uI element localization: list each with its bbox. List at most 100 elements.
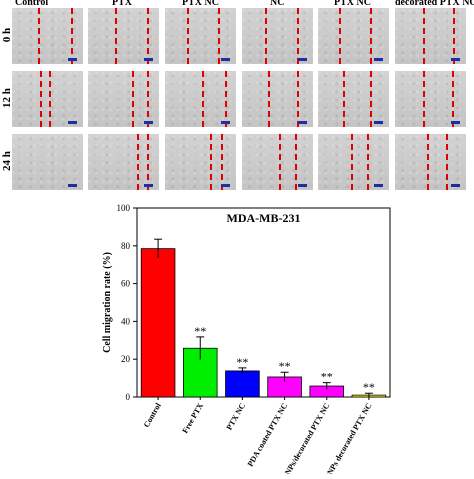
micrograph-panel <box>242 71 313 127</box>
scale-bar <box>374 184 383 187</box>
wound-edge-line <box>427 134 429 190</box>
wound-edge-line <box>423 71 425 127</box>
y-tick-label: 0 <box>126 392 131 402</box>
scale-bar <box>68 184 77 187</box>
scale-bar <box>298 184 307 187</box>
micrograph-panel <box>242 8 313 64</box>
wound-edge-line <box>452 71 454 127</box>
wound-edge-line <box>295 134 297 190</box>
significance-label: ** <box>236 355 248 369</box>
x-tick-label: AgNPs decorated PTX NC <box>320 401 373 474</box>
wound-edge-line <box>268 71 270 127</box>
wound-edge-line <box>40 71 42 127</box>
micrograph-panel <box>395 8 466 64</box>
micrograph-panel <box>12 71 83 127</box>
wound-edge-line <box>423 8 425 64</box>
wound-edge-line <box>297 71 299 127</box>
wound-edge-line <box>343 71 345 127</box>
scale-bar <box>221 121 230 124</box>
scale-bar <box>298 121 307 124</box>
y-tick-label: 60 <box>121 279 131 289</box>
scale-bar <box>144 184 153 187</box>
scale-bar <box>68 58 77 61</box>
micrograph-panel <box>165 71 236 127</box>
wound-edge-line <box>115 8 117 64</box>
micrograph-panel <box>12 134 83 190</box>
wound-edge-line <box>202 71 204 127</box>
wound-edge-line <box>225 71 227 127</box>
wound-edge-line <box>351 134 353 190</box>
scale-bar <box>221 58 230 61</box>
wound-edge-line <box>147 71 149 127</box>
micrograph-panel <box>88 71 159 127</box>
micrograph-panel <box>318 134 389 190</box>
wound-edge-line <box>147 134 149 190</box>
scale-bar <box>68 121 77 124</box>
wound-edge-line <box>187 8 189 64</box>
y-tick-label: 80 <box>121 241 131 251</box>
wound-edge-line <box>367 134 369 190</box>
significance-label: ** <box>279 359 291 373</box>
wound-edge-line <box>49 71 51 127</box>
y-tick-label: 40 <box>121 316 131 326</box>
micrograph-panel <box>12 8 83 64</box>
column-label: Control <box>15 0 49 8</box>
micrograph-panel <box>395 71 466 127</box>
wound-edge-line <box>147 8 149 64</box>
wound-edge-line <box>297 8 299 64</box>
wound-edge-line <box>370 71 372 127</box>
significance-label: ** <box>194 324 206 338</box>
column-label: PTX NC <box>182 0 219 8</box>
micrograph-panel <box>88 8 159 64</box>
column-label: PTX NC <box>334 0 371 8</box>
scale-bar <box>374 121 383 124</box>
chart-title: MDA-MB-231 <box>227 211 301 225</box>
wound-edge-line <box>370 8 372 64</box>
scale-bar <box>451 121 460 124</box>
micrograph-panel <box>165 8 236 64</box>
x-tick-label: AgNPs/decorated PTX NC <box>278 401 331 474</box>
wound-edge-line <box>210 134 212 190</box>
wound-edge-line <box>279 134 281 190</box>
bar-chart: 0 20 40 60 80 100 Cell migration rate (%) MDA-M… <box>0 196 474 479</box>
significance-label: ** <box>363 380 375 394</box>
micrograph-panel <box>242 134 313 190</box>
plot-frame <box>136 207 391 398</box>
x-tick-label: PDA coated PTX NC <box>246 401 290 468</box>
wound-edge-line <box>137 134 139 190</box>
y-axis-label: Cell migration rate (%) <box>102 252 113 353</box>
wound-edge-line <box>221 134 223 190</box>
micrograph-panel <box>318 71 389 127</box>
column-label: NC <box>270 0 285 8</box>
scale-bar <box>451 184 460 187</box>
chart-svg: 0 20 40 60 80 100 Cell migration rate (%) MDA-M… <box>102 203 391 479</box>
scale-bar <box>144 58 153 61</box>
micrograph-panel <box>395 134 466 190</box>
x-tick-label: PTX NC <box>225 401 248 431</box>
bar <box>140 248 176 398</box>
scale-bar <box>374 58 383 61</box>
micrograph-panel <box>88 134 159 190</box>
x-tick-label: Free PTX <box>180 401 205 435</box>
wound-edge-line <box>265 8 267 64</box>
column-label: decorated PTX NC <box>395 0 474 8</box>
column-label: PTX <box>112 0 132 8</box>
bar <box>225 370 260 398</box>
wound-edge-line <box>446 134 448 190</box>
wound-edge-line <box>38 8 40 64</box>
scale-bar <box>451 58 460 61</box>
y-tick-label: 100 <box>117 203 131 213</box>
wound-edge-line <box>71 8 73 64</box>
micrograph-panel <box>165 134 236 190</box>
wound-edge-line <box>132 71 134 127</box>
wound-edge-line <box>218 8 220 64</box>
x-tick-label: Control <box>142 401 163 429</box>
wound-edge-line <box>453 8 455 64</box>
scale-bar <box>221 184 230 187</box>
scale-bar <box>144 121 153 124</box>
y-tick-label: 20 <box>121 354 131 364</box>
wound-edge-line <box>339 8 341 64</box>
significance-label: ** <box>321 370 333 384</box>
scale-bar <box>298 58 307 61</box>
micrograph-panel <box>318 8 389 64</box>
